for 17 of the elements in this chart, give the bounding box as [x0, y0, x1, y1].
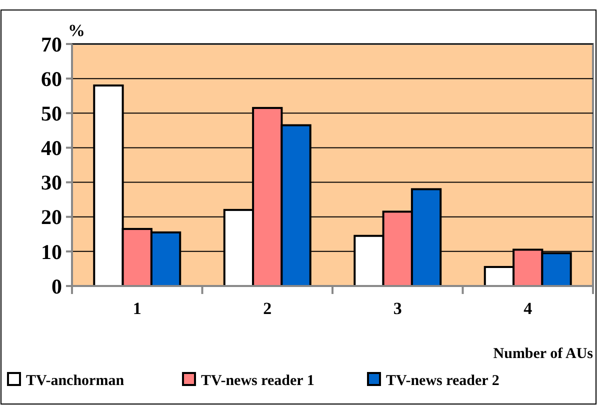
legend-label: TV-anchorman [26, 373, 125, 389]
y-tick-label: 50 [41, 101, 62, 126]
x-tick-label: 2 [263, 299, 272, 318]
x-axis-title: Number of AUs [493, 346, 594, 362]
x-tick-label: 3 [393, 299, 402, 318]
x-tick-label: 4 [524, 299, 533, 318]
legend-label: TV-news reader 2 [386, 373, 500, 389]
y-tick-label: 0 [52, 274, 62, 298]
x-tick-label: 1 [132, 299, 142, 318]
y-axis-title: % [68, 21, 85, 40]
y-tick-label: 10 [41, 240, 62, 264]
y-tick-label: 70 [41, 32, 62, 56]
y-tick-label: 40 [41, 136, 62, 160]
legend-label: TV-news reader 1 [201, 373, 314, 389]
y-tick-label: 60 [41, 66, 62, 91]
y-tick-label: 30 [41, 170, 62, 195]
y-tick-label: 20 [41, 205, 62, 230]
